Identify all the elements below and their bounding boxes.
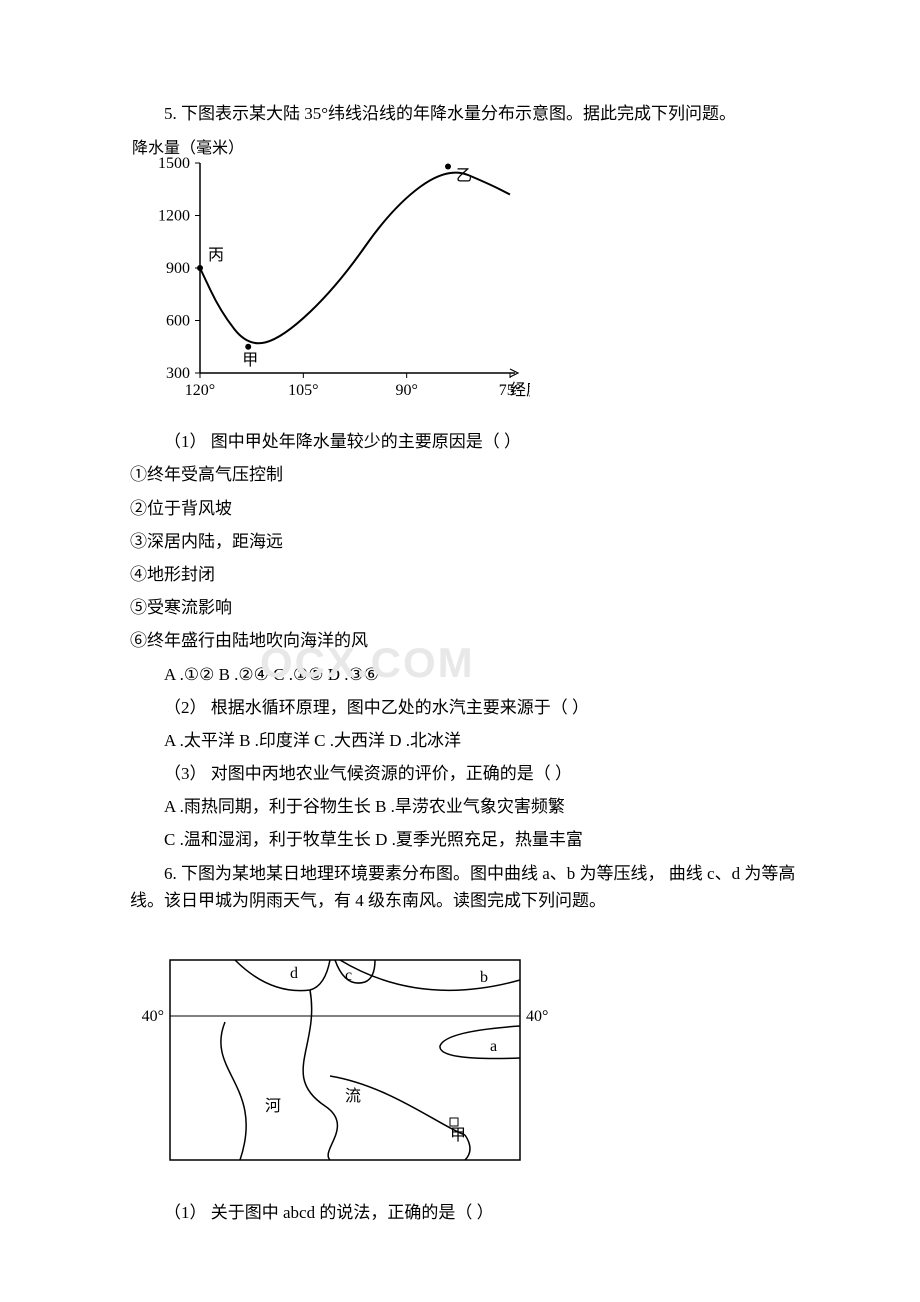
svg-text:b: b <box>480 969 488 986</box>
svg-text:900: 900 <box>166 260 190 277</box>
svg-text:丙: 丙 <box>208 247 224 264</box>
svg-text:甲: 甲 <box>450 1127 466 1144</box>
q5-sub3-options-line1: A .雨热同期，利于谷物生长 B .旱涝农业气象灾害频繁 <box>130 793 810 820</box>
svg-text:a: a <box>490 1038 497 1055</box>
q5-sub3-options-line2: C .温和湿润，利于牧草生长 D .夏季光照充足，热量丰富 <box>130 826 810 853</box>
q5-sub3-prompt: （3） 对图中丙地农业气候资源的评价，正确的是（ ） <box>130 760 810 787</box>
q5-sub2-options: A .太平洋 B .印度洋 C .大西洋 D .北冰洋 <box>130 727 810 754</box>
q5-sub2-prompt: （2） 根据水循环原理，图中乙处的水汽主要来源于（ ） <box>130 694 810 721</box>
q5-sub1-item4: ④地形封闭 <box>130 561 810 588</box>
q5-sub1-prompt: （1） 图中甲处年降水量较少的主要原因是（ ） <box>130 428 810 455</box>
svg-text:105°: 105° <box>288 382 318 399</box>
svg-text:d: d <box>290 965 298 982</box>
svg-text:300: 300 <box>166 365 190 382</box>
svg-text:40°: 40° <box>526 1008 548 1025</box>
q6-stem: 6. 下图为某地某日地理环境要素分布图。图中曲线 a、b 为等压线， 曲线 c、… <box>130 860 810 914</box>
q5-sub1-item3: ③深居内陆，距海远 <box>130 528 810 555</box>
q5-chart: 降水量（毫米）30060090012001500120°105°90°75°经度… <box>130 133 810 418</box>
q6-chart: 40° 40° d c b a 河 流甲 <box>130 950 810 1175</box>
svg-text:流: 流 <box>345 1087 361 1105</box>
svg-text:40°: 40° <box>142 1008 164 1025</box>
svg-text:90°: 90° <box>395 382 417 399</box>
q5-sub1-options: A .①② B .②④ C .①⑤ D .③⑥ <box>130 661 810 688</box>
svg-text:1500: 1500 <box>158 155 190 172</box>
q5-stem: 5. 下图表示某大陆 35°纬线沿线的年降水量分布示意图。据此完成下列问题。 <box>130 100 810 127</box>
svg-text:甲: 甲 <box>242 352 258 369</box>
svg-text:600: 600 <box>166 313 190 330</box>
svg-text:c: c <box>345 967 352 984</box>
q5-sub1-item2: ②位于背风坡 <box>130 495 810 522</box>
svg-text:河: 河 <box>265 1097 281 1115</box>
svg-text:乙: 乙 <box>456 168 472 185</box>
q5-sub1-item1: ①终年受高气压控制 <box>130 461 810 488</box>
q6-sub1-prompt: （1） 关于图中 abcd 的说法，正确的是（ ） <box>130 1199 810 1226</box>
q5-sub1-item6: ⑥终年盛行由陆地吹向海洋的风 <box>130 627 810 654</box>
svg-text:1200: 1200 <box>158 208 190 225</box>
svg-text:经度: 经度 <box>510 381 530 399</box>
svg-text:120°: 120° <box>185 382 215 399</box>
q5-sub1-item5: ⑤受寒流影响 <box>130 594 810 621</box>
